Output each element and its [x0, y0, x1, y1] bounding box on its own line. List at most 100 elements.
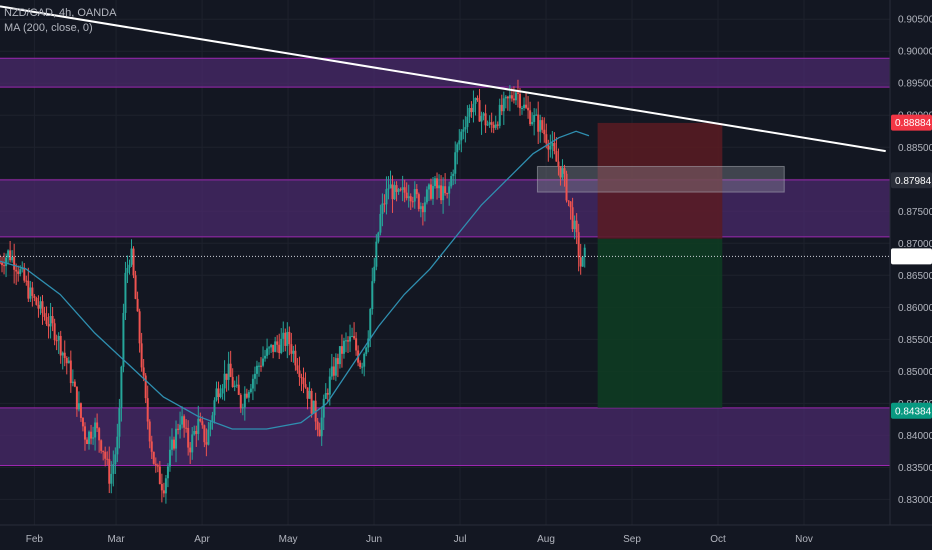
candle-body: [130, 248, 133, 265]
candle-body: [482, 113, 485, 116]
candle-body: [328, 376, 331, 395]
candle-body: [126, 267, 129, 273]
candle-body: [49, 316, 52, 327]
price-marker-badge: [891, 172, 932, 189]
candle-body: [191, 434, 194, 453]
x-tick-label: Feb: [26, 534, 44, 545]
stop-loss-box[interactable]: [597, 122, 723, 239]
candle-body: [183, 416, 186, 428]
candle-body: [92, 437, 95, 439]
candle-body: [425, 189, 428, 203]
candle-body: [353, 336, 356, 339]
candle-body: [514, 92, 517, 101]
symbol-legend: NZD/CAD, 4h, OANDA: [4, 7, 117, 19]
candle-body: [100, 440, 103, 451]
candle-body: [423, 202, 426, 213]
candle-body: [156, 464, 159, 467]
candle-body: [114, 454, 117, 465]
candle-body: [383, 203, 386, 205]
candle-body: [541, 120, 544, 130]
candle-body: [498, 104, 501, 126]
candle-body: [363, 353, 366, 367]
price-marker-badge: [891, 114, 932, 131]
candle-body: [434, 178, 437, 187]
candle-body: [249, 388, 252, 393]
candle-body: [502, 98, 505, 112]
candle-body: [464, 127, 467, 130]
candle-body: [179, 424, 182, 430]
candle-body: [102, 450, 105, 452]
highlight-box[interactable]: [536, 165, 785, 193]
candle-body: [525, 104, 528, 108]
candle-body: [197, 418, 200, 434]
candle-body: [0, 262, 1, 264]
candle-body: [344, 340, 347, 342]
supply-demand-zone[interactable]: [0, 407, 890, 466]
candle-body: [140, 343, 143, 368]
candle-body: [247, 392, 250, 398]
candle-body: [318, 429, 321, 437]
candle-body: [203, 425, 206, 443]
candle-body: [181, 416, 184, 425]
candle-body: [150, 441, 153, 452]
supply-demand-zone[interactable]: [0, 58, 890, 88]
candle-body: [399, 189, 402, 191]
candle-body: [209, 422, 212, 430]
candle-body: [23, 267, 26, 281]
candle-body: [302, 377, 305, 385]
candle-body: [37, 304, 40, 309]
candle-body: [367, 338, 370, 348]
candle-body: [397, 189, 400, 192]
candle-body: [355, 338, 358, 351]
take-profit-box[interactable]: [597, 238, 723, 408]
candle-body: [5, 257, 8, 267]
candle-body: [272, 344, 275, 352]
candle-body: [160, 483, 163, 491]
candle-body: [535, 114, 538, 116]
candle-body: [452, 173, 455, 177]
candle-body: [213, 400, 216, 416]
candle-body: [446, 193, 449, 195]
candle-body: [286, 331, 289, 346]
price-marker-label: 0.84384: [895, 406, 932, 417]
candle-body: [77, 403, 80, 410]
candle-body: [199, 418, 202, 422]
candle-body: [417, 194, 420, 209]
candle-body: [245, 393, 248, 398]
candle-body: [19, 269, 22, 274]
candle-body: [326, 393, 329, 395]
candle-body: [227, 363, 230, 380]
candle-body: [282, 332, 285, 339]
candle-body: [294, 350, 297, 366]
candle-body: [104, 451, 107, 459]
candle-body: [205, 442, 208, 445]
candle-body: [494, 124, 497, 128]
candle-body: [3, 265, 6, 267]
candle-body: [94, 422, 97, 438]
candle-body: [306, 387, 309, 399]
candle-body: [316, 421, 319, 430]
candle-body: [239, 394, 242, 409]
price-axis[interactable]: [890, 0, 932, 550]
candle-body: [35, 297, 38, 305]
candle-body: [409, 196, 412, 202]
candle-body: [185, 427, 188, 429]
candle-body: [573, 220, 576, 230]
candle-body: [506, 96, 509, 99]
candle-body: [440, 185, 443, 201]
moving-average-line[interactable]: [0, 130, 590, 430]
candle-body: [547, 143, 550, 150]
x-tick-label: Jun: [366, 534, 382, 545]
candle-body: [237, 384, 240, 395]
candle-body: [427, 184, 430, 190]
candle-body: [1, 262, 4, 266]
trendline[interactable]: [0, 5, 886, 153]
candle-body: [86, 439, 89, 445]
candle-body: [334, 358, 337, 376]
candle-body: [142, 367, 145, 376]
price-marker-label: 0.88884: [895, 118, 932, 129]
candle-body: [419, 206, 422, 209]
candle-body: [195, 430, 198, 434]
candle-body: [369, 309, 372, 339]
